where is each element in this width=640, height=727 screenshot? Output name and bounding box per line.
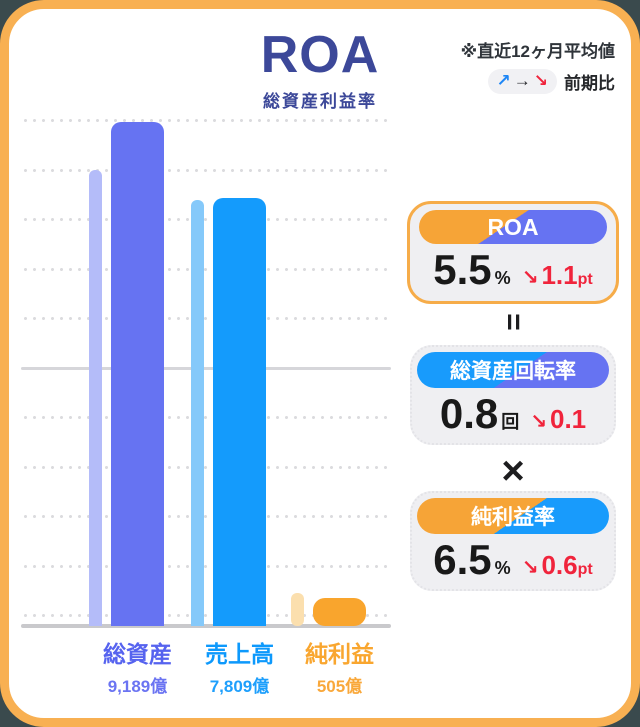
net-margin-delta-down-icon: ↘ bbox=[521, 557, 539, 579]
category-value: 9,189億 bbox=[107, 677, 168, 696]
gridline-dotted bbox=[21, 168, 391, 172]
roa-delta: ↘ 1.1 pt bbox=[522, 260, 593, 291]
roa-delta-value: 1.1 bbox=[541, 260, 578, 290]
roa-delta-unit: pt bbox=[577, 271, 593, 288]
net-margin-value-row: 6.5 % ↘ 0.6 pt bbox=[412, 536, 614, 584]
asset-turnover-value-row: 0.8 回 ↘ 0.1 bbox=[412, 390, 614, 438]
gridline-dotted bbox=[21, 317, 391, 320]
category-label: 売上高 bbox=[205, 641, 274, 667]
bar-current-2 bbox=[213, 198, 266, 626]
net-margin-value: 6.5 bbox=[433, 536, 492, 583]
gridline-dotted bbox=[21, 218, 391, 221]
times-operator: × bbox=[407, 451, 619, 491]
asset-turnover-card-header: 総資産回転率 bbox=[417, 352, 609, 388]
legend-label: 前期比 bbox=[564, 74, 615, 93]
asset-turnover-delta-down-icon: ↘ bbox=[530, 411, 547, 433]
bar-previous-2 bbox=[191, 200, 204, 626]
trend-legend-pill: ↗ → ↘ bbox=[487, 69, 557, 94]
bar-current-1 bbox=[111, 122, 164, 626]
chart-baseline bbox=[21, 624, 391, 628]
gridline-dotted bbox=[21, 515, 391, 518]
equals-glyph: = bbox=[497, 313, 530, 331]
average-note: ※直近12ヶ月平均値 bbox=[460, 42, 615, 61]
gridline-dotted bbox=[21, 416, 391, 419]
gridline-dashed bbox=[21, 366, 391, 370]
gridline-dotted bbox=[21, 564, 391, 568]
gridline-dotted bbox=[21, 267, 391, 271]
roa-unit: % bbox=[494, 268, 511, 288]
category-label-block: 売上高 7,809億 bbox=[175, 635, 305, 697]
trend-up-icon: ↗ bbox=[496, 71, 511, 91]
asset-turnover-value: 0.8 bbox=[439, 390, 499, 437]
net-margin-unit: % bbox=[494, 558, 511, 578]
page-subtitle: 総資産利益率 bbox=[263, 92, 377, 111]
bar-current-3 bbox=[313, 598, 366, 626]
page-title: ROA bbox=[260, 26, 380, 84]
category-label: 総資産 bbox=[103, 641, 172, 667]
net-margin-delta-unit: pt bbox=[577, 561, 593, 578]
gridline-dotted bbox=[21, 119, 391, 122]
gridline-dotted bbox=[21, 614, 391, 617]
roa-card: ROA 5.5 % ↘ 1.1 pt bbox=[407, 201, 619, 304]
asset-turnover-delta-value: 0.1 bbox=[550, 404, 587, 434]
equals-operator: = bbox=[407, 303, 619, 341]
roa-card-header: ROA bbox=[419, 210, 607, 244]
asset-turnover-delta: ↘ 0.1 bbox=[530, 404, 586, 435]
times-glyph: × bbox=[501, 449, 525, 493]
net-margin-card: 純利益率 6.5 % ↘ 0.6 pt bbox=[410, 491, 616, 591]
chart-plot bbox=[21, 104, 391, 628]
category-value: 505億 bbox=[316, 677, 363, 696]
roa-value: 5.5 bbox=[433, 246, 492, 293]
chart-x-labels: 総資産 9,189億 売上高 7,809億 純利益 505億 bbox=[21, 635, 391, 699]
trend-flat-icon: → bbox=[513, 71, 531, 91]
net-margin-delta-value: 0.6 bbox=[541, 550, 578, 580]
net-margin-delta: ↘ 0.6 pt bbox=[522, 550, 593, 581]
asset-turnover-unit: 回 bbox=[501, 412, 520, 432]
roa-card-value-row: 5.5 % ↘ 1.1 pt bbox=[410, 246, 616, 294]
bar-previous-1 bbox=[89, 170, 102, 626]
category-label: 純利益 bbox=[305, 641, 374, 667]
category-value: 7,809億 bbox=[209, 677, 270, 696]
net-margin-card-header: 純利益率 bbox=[417, 498, 609, 534]
trend-down-icon: ↘ bbox=[533, 71, 548, 91]
category-label-block: 総資産 9,189億 bbox=[73, 635, 203, 697]
category-label-block: 純利益 505億 bbox=[275, 635, 405, 697]
legend-row: ↗ → ↘ 前期比 bbox=[461, 69, 615, 94]
note-block: ※直近12ヶ月平均値 ↗ → ↘ 前期比 bbox=[461, 37, 615, 94]
gridline-dotted bbox=[21, 465, 391, 469]
roa-delta-down-icon: ↘ bbox=[521, 267, 539, 289]
asset-turnover-card: 総資産回転率 0.8 回 ↘ 0.1 bbox=[410, 345, 616, 445]
bar-previous-3 bbox=[291, 593, 304, 626]
